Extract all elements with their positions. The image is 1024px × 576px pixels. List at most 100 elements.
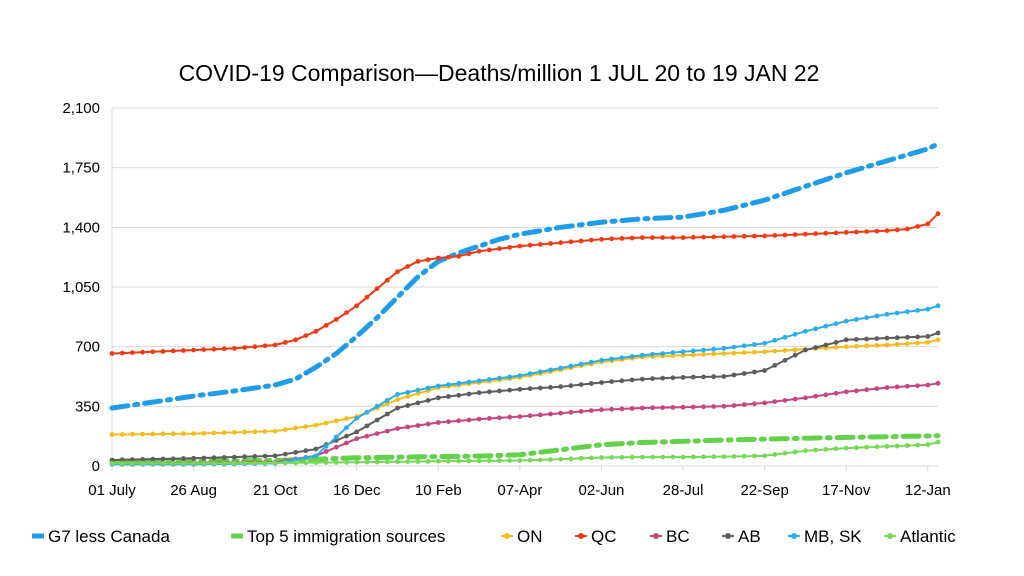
point-atlantic bbox=[854, 445, 859, 451]
point-on bbox=[191, 431, 197, 436]
point-atlantic bbox=[752, 453, 757, 459]
series-layer bbox=[109, 141, 941, 467]
point-atlantic bbox=[405, 459, 411, 464]
point-on bbox=[935, 337, 941, 343]
point-qc bbox=[568, 239, 574, 245]
point-ab bbox=[935, 330, 941, 336]
point-bc bbox=[609, 406, 615, 412]
point-ab bbox=[690, 374, 696, 380]
point-atlantic bbox=[456, 458, 462, 464]
point-on bbox=[211, 430, 217, 436]
point-on bbox=[140, 431, 146, 437]
point-on bbox=[731, 350, 737, 356]
point-qc bbox=[782, 232, 788, 238]
point-ab bbox=[354, 429, 360, 435]
point-atlantic bbox=[874, 444, 880, 450]
point-atlantic bbox=[915, 442, 920, 448]
point-atlantic bbox=[568, 456, 574, 462]
point-atlantic bbox=[619, 454, 625, 460]
point-qc bbox=[833, 230, 839, 236]
point-ab bbox=[741, 371, 747, 376]
point-mb-sk bbox=[894, 310, 900, 316]
point-qc bbox=[884, 228, 890, 234]
point-mb-sk bbox=[619, 355, 625, 361]
point-mb-sk bbox=[915, 308, 920, 313]
point-mb-sk bbox=[935, 303, 941, 309]
point-atlantic bbox=[293, 460, 298, 466]
point-atlantic bbox=[588, 455, 594, 461]
point-bc bbox=[619, 406, 625, 412]
point-qc bbox=[374, 286, 380, 292]
point-ab bbox=[384, 411, 390, 417]
point-atlantic bbox=[313, 460, 319, 465]
point-ab bbox=[517, 386, 523, 392]
point-atlantic bbox=[272, 460, 278, 466]
point-atlantic bbox=[425, 459, 431, 464]
x-tick-label: 17-Nov bbox=[822, 482, 871, 499]
point-mb-sk bbox=[588, 359, 594, 365]
point-qc bbox=[864, 229, 869, 235]
point-bc bbox=[864, 387, 869, 393]
point-atlantic bbox=[150, 461, 156, 466]
point-on bbox=[843, 344, 849, 350]
point-atlantic bbox=[507, 458, 513, 463]
point-mb-sk bbox=[446, 382, 451, 387]
point-qc bbox=[303, 333, 309, 338]
point-on bbox=[894, 341, 900, 347]
point-atlantic bbox=[741, 453, 747, 459]
point-ab bbox=[588, 381, 594, 386]
point-on bbox=[201, 430, 207, 436]
y-axis-ticks: 0 350 700 1,050 1,400 1,750 2,100 bbox=[62, 100, 100, 475]
point-qc bbox=[905, 226, 910, 232]
x-tick-label: 26 Aug bbox=[170, 482, 217, 499]
point-ab bbox=[701, 374, 706, 380]
point-ab bbox=[599, 380, 604, 385]
point-qc bbox=[690, 234, 696, 240]
point-qc bbox=[405, 264, 411, 269]
point-atlantic bbox=[813, 447, 818, 453]
legend-marker-atlantic bbox=[887, 533, 893, 539]
point-on bbox=[772, 348, 778, 354]
legend-marker-mb-sk bbox=[791, 533, 797, 539]
point-atlantic bbox=[650, 454, 655, 460]
point-ab bbox=[466, 391, 472, 397]
point-bc bbox=[792, 396, 798, 402]
point-bc bbox=[629, 406, 635, 411]
point-bc bbox=[803, 395, 808, 401]
point-qc bbox=[242, 345, 248, 350]
point-ab bbox=[660, 375, 666, 381]
point-qc bbox=[476, 248, 482, 254]
point-bc bbox=[915, 383, 920, 389]
point-atlantic bbox=[558, 456, 564, 462]
point-qc bbox=[792, 232, 798, 238]
point-qc bbox=[680, 235, 686, 241]
point-ab bbox=[650, 376, 655, 381]
point-ab bbox=[925, 334, 931, 339]
x-tick-label: 01 July bbox=[88, 482, 136, 499]
point-bc bbox=[435, 420, 441, 425]
point-atlantic bbox=[221, 460, 227, 466]
gridlines bbox=[112, 107, 938, 407]
legend: G7 less Canada Top 5 immigration sources O… bbox=[32, 527, 956, 546]
point-bc bbox=[456, 418, 462, 424]
point-ab bbox=[568, 383, 574, 389]
point-bc bbox=[741, 402, 747, 407]
point-on bbox=[170, 431, 176, 437]
point-ab bbox=[262, 453, 268, 459]
point-ab bbox=[446, 394, 451, 399]
y-tick-label: 350 bbox=[75, 398, 100, 415]
point-bc bbox=[364, 433, 370, 439]
point-mb-sk bbox=[354, 415, 360, 421]
point-mb-sk bbox=[374, 403, 380, 409]
point-bc bbox=[772, 399, 778, 404]
point-mb-sk bbox=[762, 340, 767, 346]
point-bc bbox=[782, 398, 788, 403]
point-atlantic bbox=[333, 460, 339, 465]
point-atlantic bbox=[130, 461, 135, 466]
point-ab bbox=[364, 423, 370, 429]
point-bc bbox=[752, 401, 757, 407]
legend-label-mb-sk: MB, SK bbox=[804, 527, 862, 546]
point-qc bbox=[119, 350, 125, 356]
point-bc bbox=[568, 409, 574, 415]
point-bc bbox=[558, 410, 564, 416]
